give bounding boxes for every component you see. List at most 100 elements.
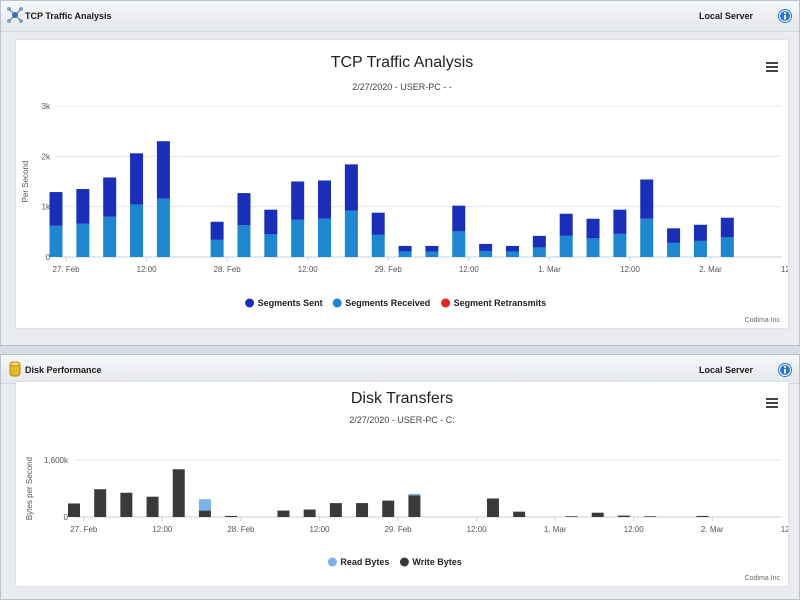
disk-chart: 0 1,600k Bytes per Second 27. Feb 12:00 28. F… xyxy=(25,456,788,567)
legend-marker[interactable] xyxy=(245,298,255,308)
x-tick-label: 12:00 xyxy=(152,525,173,534)
chart-card: Disk Transfers 2/27/2020 - USER-PC - C: … xyxy=(15,381,789,587)
bar[interactable] xyxy=(329,503,342,517)
info-icon[interactable] xyxy=(777,362,793,378)
bar[interactable] xyxy=(382,500,395,517)
legend-item[interactable]: Write Bytes xyxy=(412,557,461,567)
bar[interactable] xyxy=(640,218,654,257)
bar[interactable] xyxy=(425,251,439,257)
bar[interactable] xyxy=(586,218,600,239)
bar[interactable] xyxy=(505,251,519,257)
bar[interactable] xyxy=(291,219,305,257)
x-tick-label: 12:00 xyxy=(298,265,319,274)
bar[interactable] xyxy=(76,189,90,224)
bar[interactable] xyxy=(198,510,211,517)
x-tick-label: 12:00 xyxy=(309,525,330,534)
bar[interactable] xyxy=(130,204,144,257)
bar[interactable] xyxy=(613,209,627,234)
bar[interactable] xyxy=(591,512,604,517)
bar[interactable] xyxy=(303,509,316,517)
bar[interactable] xyxy=(720,237,734,257)
bar[interactable] xyxy=(210,239,224,257)
x-tick-label: 29. Feb xyxy=(384,525,412,534)
info-icon[interactable] xyxy=(777,8,793,24)
legend-marker[interactable] xyxy=(399,557,409,567)
bar[interactable] xyxy=(356,503,369,517)
chart-menu-icon[interactable] xyxy=(766,62,778,74)
bar[interactable] xyxy=(371,212,385,235)
legend-marker[interactable] xyxy=(332,298,342,308)
legend-item[interactable]: Read Bytes xyxy=(340,557,389,567)
bar[interactable] xyxy=(103,177,117,217)
bar[interactable] xyxy=(76,223,90,257)
bar[interactable] xyxy=(130,153,144,205)
legend-marker[interactable] xyxy=(441,298,451,308)
x-tick-label: 1. Mar xyxy=(544,525,567,534)
bar[interactable] xyxy=(505,245,519,252)
bar[interactable] xyxy=(318,218,332,257)
bar[interactable] xyxy=(371,234,385,257)
bar[interactable] xyxy=(667,242,681,257)
bar[interactable] xyxy=(398,251,412,257)
bar[interactable] xyxy=(156,141,170,199)
bar[interactable] xyxy=(479,243,493,251)
bar[interactable] xyxy=(398,245,412,252)
bar[interactable] xyxy=(452,231,466,257)
bar[interactable] xyxy=(425,245,439,252)
bar[interactable] xyxy=(344,210,358,257)
bar[interactable] xyxy=(586,238,600,257)
bar[interactable] xyxy=(146,496,159,517)
bar[interactable] xyxy=(613,233,627,257)
legend-item[interactable]: Segments Sent xyxy=(258,298,323,308)
bar[interactable] xyxy=(513,511,526,517)
bar[interactable] xyxy=(237,225,251,257)
bar[interactable] xyxy=(210,221,224,240)
bar[interactable] xyxy=(225,515,238,517)
bar[interactable] xyxy=(565,516,578,517)
panel-title: Disk Performance xyxy=(25,365,102,375)
bar[interactable] xyxy=(696,515,709,517)
x-tick-label: 12:00 xyxy=(459,265,480,274)
bar[interactable] xyxy=(277,510,290,517)
bar[interactable] xyxy=(156,198,170,257)
bar[interactable] xyxy=(344,164,358,211)
bar[interactable] xyxy=(532,247,546,257)
bar[interactable] xyxy=(49,225,63,257)
bar[interactable] xyxy=(264,209,278,235)
chart-title: TCP Traffic Analysis xyxy=(330,54,474,71)
bar[interactable] xyxy=(237,193,251,226)
bar[interactable] xyxy=(264,234,278,257)
bar[interactable] xyxy=(559,235,573,257)
bar[interactable] xyxy=(617,515,630,517)
bar[interactable] xyxy=(720,217,734,238)
bar[interactable] xyxy=(640,179,654,219)
bar[interactable] xyxy=(644,516,657,517)
bar[interactable] xyxy=(452,205,466,232)
bar[interactable] xyxy=(318,180,332,219)
bar[interactable] xyxy=(559,213,573,236)
y-tick-label: 0 xyxy=(46,253,51,262)
legend-item[interactable]: Segments Received xyxy=(345,298,430,308)
bar[interactable] xyxy=(693,224,707,241)
bar[interactable] xyxy=(120,492,133,517)
x-tick-label: 12:00 xyxy=(620,265,641,274)
bar[interactable] xyxy=(693,240,707,257)
bar[interactable] xyxy=(198,499,211,511)
bar[interactable] xyxy=(291,181,305,220)
bar[interactable] xyxy=(532,235,546,248)
bar[interactable] xyxy=(486,498,499,517)
bar[interactable] xyxy=(408,493,421,496)
bar[interactable] xyxy=(94,489,107,517)
bar[interactable] xyxy=(172,469,185,517)
bar[interactable] xyxy=(49,192,63,226)
chart-credit: Codima Inc xyxy=(744,317,780,324)
legend-marker[interactable] xyxy=(327,557,337,567)
chart-menu-icon[interactable] xyxy=(766,398,778,410)
bar[interactable] xyxy=(68,503,80,517)
legend-item[interactable]: Segment Retransmits xyxy=(454,298,547,308)
bar[interactable] xyxy=(667,228,681,243)
bar[interactable] xyxy=(408,495,421,517)
bar[interactable] xyxy=(479,250,493,257)
bar[interactable] xyxy=(103,216,117,257)
disk-performance-panel: Disk Performance Local Server Disk Trans… xyxy=(0,354,800,600)
